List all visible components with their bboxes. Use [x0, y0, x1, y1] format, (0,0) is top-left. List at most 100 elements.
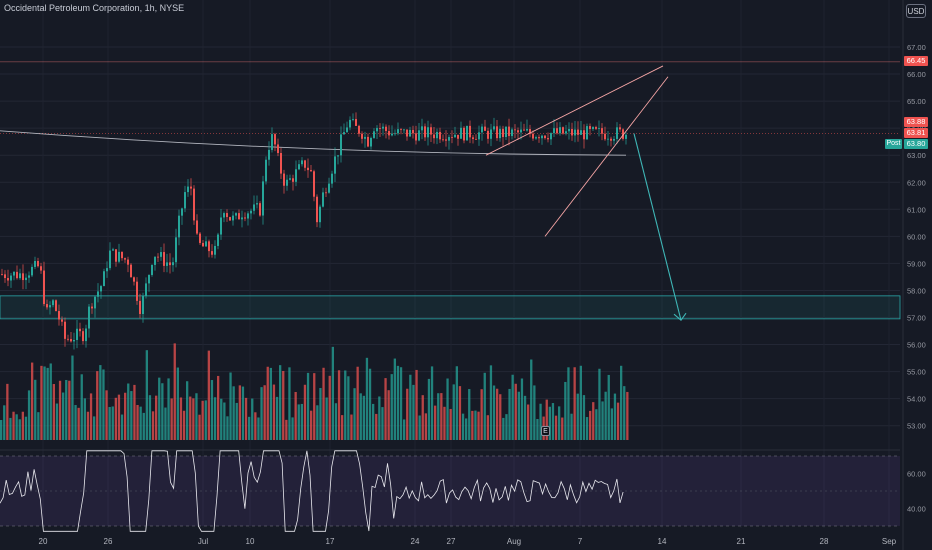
candle	[478, 132, 480, 140]
volume-bar	[427, 378, 431, 440]
volume-bar	[145, 350, 148, 440]
candle	[262, 181, 264, 216]
candle	[271, 134, 273, 150]
candle	[616, 127, 618, 139]
volume-bar	[582, 395, 586, 440]
candle	[469, 125, 471, 138]
candle	[298, 164, 300, 170]
candle	[457, 134, 459, 139]
x-tick-label: 17	[326, 537, 335, 546]
earnings-marker-icon[interactable]: E	[541, 426, 550, 436]
arrow-head	[673, 312, 687, 322]
volume-bar	[424, 413, 427, 440]
candle	[121, 251, 123, 259]
candle	[346, 127, 348, 133]
currency-button[interactable]: USD	[906, 4, 926, 18]
candle	[493, 126, 495, 130]
candle	[175, 237, 177, 263]
candle	[502, 128, 504, 138]
volume-bar	[114, 397, 117, 440]
volume-bar	[589, 410, 592, 440]
volume-bar	[99, 365, 102, 440]
candle	[622, 129, 624, 139]
candle	[31, 266, 33, 276]
volume-bar	[127, 383, 130, 440]
candle	[514, 129, 516, 131]
volume-bar	[195, 393, 198, 440]
volume-bar	[567, 367, 570, 440]
volume-bar	[151, 411, 155, 440]
volume-bar	[517, 391, 520, 440]
volume-bar	[198, 414, 201, 440]
volume-bar	[598, 368, 601, 440]
candle	[511, 129, 513, 137]
y-tick-label: 60.00	[907, 232, 926, 241]
x-tick-label: 14	[658, 537, 667, 546]
volume-bar	[201, 400, 204, 440]
resistance-price-tag: 66.45	[904, 56, 928, 66]
candle	[406, 129, 408, 137]
candle	[67, 338, 69, 340]
volume-bar	[620, 365, 623, 440]
volume-bar	[449, 408, 452, 440]
y-tick-label: 65.00	[907, 97, 926, 106]
candle	[553, 128, 555, 134]
volume-bar	[616, 402, 620, 440]
candle	[568, 128, 570, 132]
volume-bars	[0, 343, 629, 440]
close-price-tag: 63.81	[904, 128, 928, 138]
candle	[226, 213, 228, 218]
candle	[256, 203, 258, 205]
candle	[28, 275, 30, 278]
candle	[136, 281, 138, 301]
volume-bar	[480, 389, 483, 440]
volume-bar	[257, 417, 260, 440]
volume-bar	[279, 365, 282, 440]
candle	[52, 300, 54, 306]
candle	[163, 252, 165, 266]
candle	[103, 271, 105, 287]
candle	[421, 126, 423, 131]
candle	[238, 213, 240, 220]
candle	[598, 128, 600, 129]
volume-bar	[291, 417, 294, 440]
candle	[70, 339, 72, 342]
candle	[265, 159, 267, 182]
volume-bar	[595, 409, 598, 440]
candle	[205, 241, 207, 247]
candle	[229, 217, 231, 221]
volume-bar	[548, 406, 551, 440]
candle	[166, 262, 168, 266]
volume-bar	[316, 405, 319, 440]
y-tick-label: 67.00	[907, 43, 926, 52]
volume-bar	[21, 411, 24, 440]
candle	[331, 173, 333, 184]
volume-bar	[331, 346, 334, 440]
volume-bar	[474, 410, 477, 440]
candle	[76, 328, 78, 341]
candle	[214, 245, 216, 255]
volume-bar	[489, 365, 493, 440]
candle	[403, 129, 405, 131]
volume-bar	[378, 396, 381, 440]
candle	[199, 233, 201, 243]
volume-bar	[93, 416, 96, 440]
volume-bar	[452, 384, 455, 440]
candle	[463, 127, 465, 141]
candle	[253, 204, 255, 211]
volume-bar	[440, 393, 443, 440]
candle	[592, 127, 594, 130]
volume-bar	[325, 397, 328, 440]
volume-bar	[434, 405, 437, 440]
candle	[88, 306, 90, 329]
candle	[316, 196, 318, 223]
wedge-lower-line	[544, 76, 669, 237]
candle	[187, 186, 189, 193]
candle	[448, 137, 450, 141]
candle	[358, 125, 360, 134]
volume-bar	[623, 386, 626, 440]
volume-bar	[443, 406, 446, 440]
candle	[325, 192, 327, 194]
volume-bar	[579, 365, 582, 440]
